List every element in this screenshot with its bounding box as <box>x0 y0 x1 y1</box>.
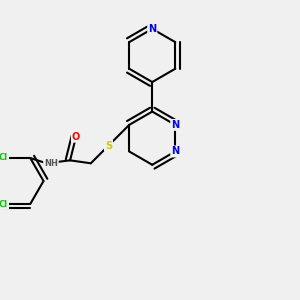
Text: Cl: Cl <box>0 154 8 163</box>
Text: N: N <box>148 24 156 34</box>
Text: O: O <box>72 132 80 142</box>
Text: N: N <box>171 120 179 130</box>
Text: NH: NH <box>44 159 58 168</box>
Text: N: N <box>171 146 179 157</box>
Text: S: S <box>105 141 112 151</box>
Text: Cl: Cl <box>0 200 8 208</box>
